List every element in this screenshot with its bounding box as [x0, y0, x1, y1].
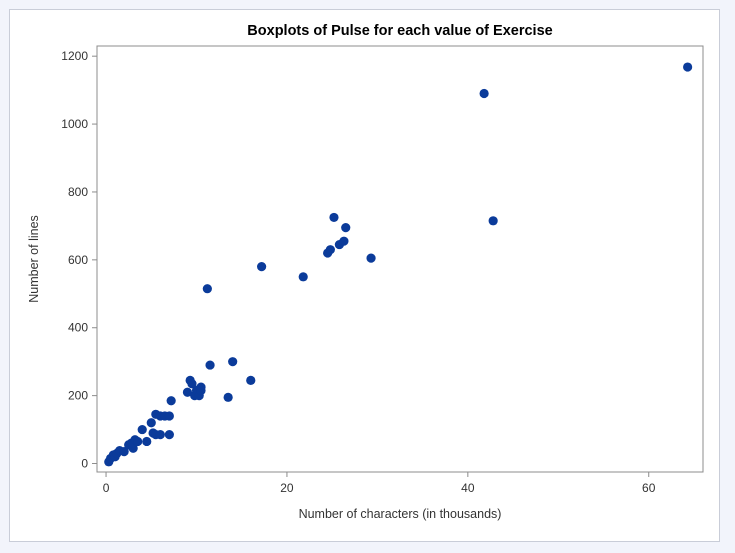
data-point — [166, 396, 176, 406]
x-tick-label: 20 — [280, 481, 294, 495]
data-point — [196, 385, 206, 396]
data-point — [228, 357, 238, 367]
y-tick-label: 400 — [68, 321, 88, 335]
data-point — [366, 253, 376, 263]
data-point — [223, 392, 233, 402]
y-axis-label: Number of lines — [27, 215, 41, 303]
y-tick-label: 1200 — [61, 49, 88, 63]
data-point — [683, 62, 693, 72]
x-axis: 0 20 40 60 — [103, 472, 656, 495]
data-point — [146, 418, 156, 428]
data-points — [104, 62, 693, 467]
data-point — [205, 360, 215, 370]
data-point — [298, 272, 308, 282]
x-axis-label: Number of characters (in thousands) — [299, 507, 502, 521]
y-tick-label: 0 — [81, 457, 88, 471]
data-point — [329, 212, 339, 223]
y-tick-label: 200 — [68, 389, 88, 403]
data-point — [119, 447, 129, 457]
data-point — [164, 430, 174, 440]
data-point — [142, 436, 152, 447]
data-point — [137, 424, 147, 435]
data-point — [128, 443, 138, 453]
data-point — [182, 387, 193, 397]
data-point — [339, 236, 349, 246]
y-tick-label: 800 — [68, 185, 88, 199]
y-tick-label: 1000 — [61, 117, 88, 131]
data-point — [187, 379, 197, 389]
data-point — [341, 223, 351, 233]
x-tick-label: 0 — [103, 481, 110, 495]
y-tick-label: 600 — [68, 253, 88, 267]
x-tick-label: 40 — [461, 481, 475, 495]
data-point — [246, 375, 256, 385]
chart-title: Boxplots of Pulse for each value of Exer… — [247, 23, 552, 39]
x-tick-label: 60 — [642, 481, 656, 495]
data-point — [257, 262, 267, 272]
data-point — [133, 436, 143, 447]
data-point — [325, 245, 335, 255]
data-point — [202, 284, 212, 294]
data-point — [479, 88, 489, 99]
plot-area — [96, 45, 704, 473]
data-point — [164, 411, 174, 421]
y-axis: 0 200 400 600 800 1000 1200 — [61, 49, 97, 471]
data-point — [488, 216, 498, 226]
data-point — [155, 430, 165, 440]
